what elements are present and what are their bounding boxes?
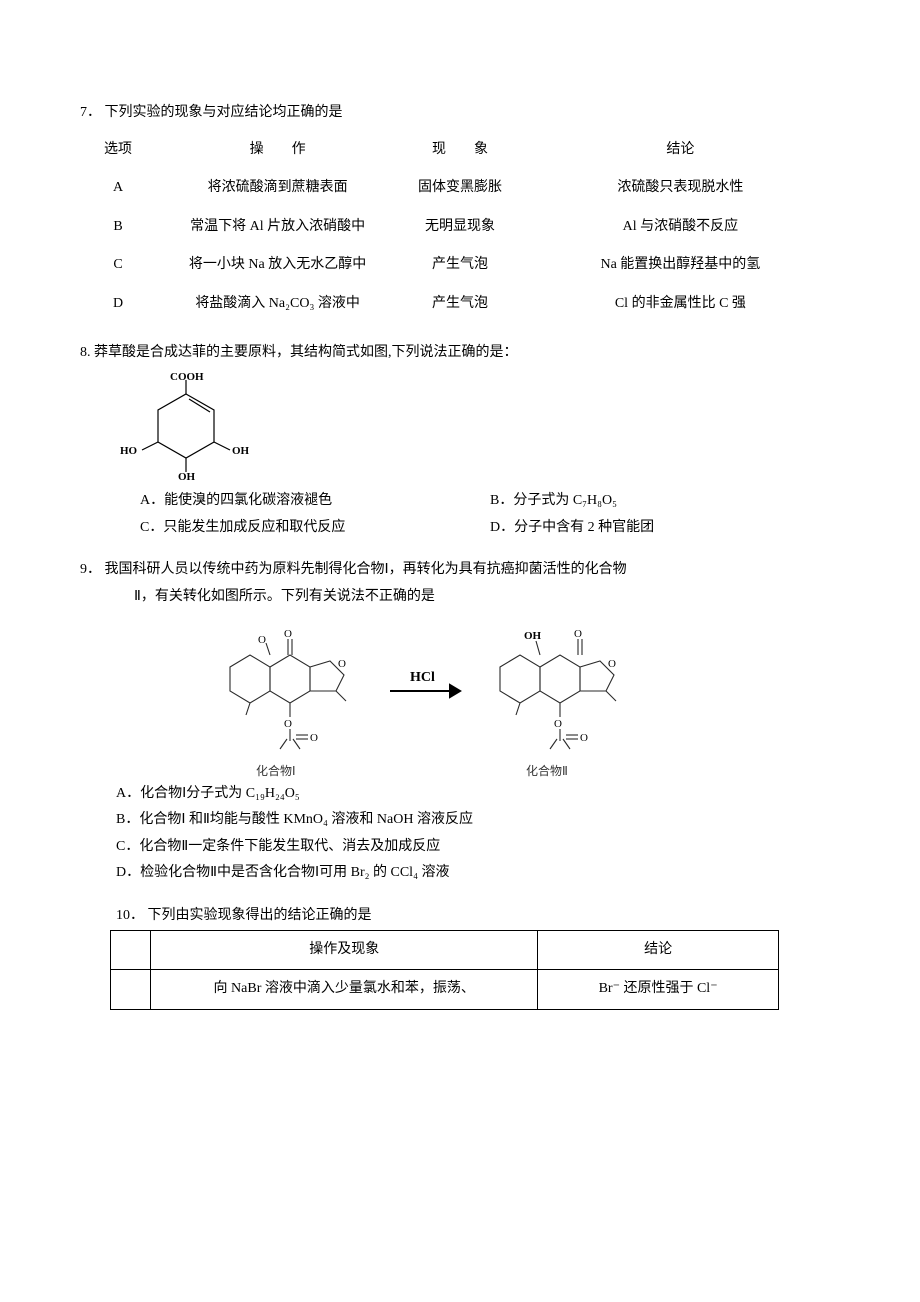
q7-r2-concl: Na 能置换出醇羟基中的氢: [521, 246, 840, 285]
svg-text:O: O: [284, 718, 292, 730]
q9-options: A．化合物Ⅰ分子式为 C₁₉H₂₄O₅ B．化合物Ⅰ 和Ⅱ均能与酸性 KMnO₄…: [116, 781, 840, 887]
q7-r0-op: 将浓硫酸滴到蔗糖表面: [156, 169, 399, 208]
q10-h0: [111, 930, 151, 970]
q8-opt-a: A．能使溴的四氯化碳溶液褪色: [140, 488, 490, 515]
q10-table: 操作及现象 结论 向 NaBr 溶液中滴入少量氯水和苯，振荡、 Br⁻ 还原性强…: [110, 930, 779, 1010]
svg-text:O: O: [338, 658, 346, 670]
question-8: 8. 莽草酸是合成达菲的主要原料，其结构简式如图,下列说法正确的是： COOH …: [80, 340, 840, 542]
q7-r1-concl: Al 与浓硝酸不反应: [521, 208, 840, 247]
q7-number: 7．: [80, 105, 101, 120]
q9-opt-d: D．检验化合物Ⅱ中是否含化合物Ⅰ可用 Br₂ 的 CCl₄ 溶液: [116, 860, 840, 887]
q7-r3-concl: Cl 的非金属性比 C 强: [521, 285, 840, 324]
q9-opt-c: C．化合物Ⅱ一定条件下能发生取代、消去及加成反应: [116, 834, 840, 861]
q10-h2: 结论: [538, 930, 778, 970]
shikimic-acid-structure-icon: COOH HO OH OH: [116, 372, 256, 482]
q8-number: 8.: [80, 345, 91, 360]
q7-r2-opt: C: [80, 246, 156, 285]
q7-r0-concl: 浓硫酸只表现脱水性: [521, 169, 840, 208]
q9-opt-a: A．化合物Ⅰ分子式为 C₁₉H₂₄O₅: [116, 781, 840, 808]
label-cooh: COOH: [170, 372, 204, 383]
q7-h3: 结论: [521, 131, 840, 170]
q8-opt-b: B．分子式为 C₇H₈O₅: [490, 488, 840, 515]
svg-text:O: O: [554, 718, 562, 730]
q9-opt-b: B．化合物Ⅰ 和Ⅱ均能与酸性 KMnO₄ 溶液和 NaOH 溶液反应: [116, 807, 840, 834]
q7-r0-opt: A: [80, 169, 156, 208]
svg-text:O: O: [258, 634, 266, 646]
question-10: 10． 下列由实验现象得出的结论正确的是 操作及现象 结论 向 NaBr 溶液中…: [80, 903, 840, 1010]
q7-r1-opt: B: [80, 208, 156, 247]
svg-text:O: O: [284, 628, 292, 640]
q10-header-row: 操作及现象 结论: [111, 930, 779, 970]
q7-r3-opt: D: [80, 285, 156, 324]
table-row: B 常温下将 Al 片放入浓硝酸中 无明显现象 Al 与浓硝酸不反应: [80, 208, 840, 247]
q7-r2-phen: 产生气泡: [399, 246, 521, 285]
q9-stem1: 我国科研人员以传统中药为原料先制得化合物Ⅰ，再转化为具有抗癌抑菌活性的化合物: [105, 562, 627, 577]
table-row: D 将盐酸滴入 Na₂CO₃ 溶液中 产生气泡 Cl 的非金属性比 C 强: [80, 285, 840, 324]
q7-table-header: 选项 操 作 现 象 结论: [80, 131, 840, 170]
compound2-caption: 化合物Ⅱ: [526, 763, 568, 778]
table-row: 向 NaBr 溶液中滴入少量氯水和苯，振荡、 Br⁻ 还原性强于 Cl⁻: [111, 970, 779, 1010]
table-row: C 将一小块 Na 放入无水乙醇中 产生气泡 Na 能置换出醇羟基中的氢: [80, 246, 840, 285]
q10-stem: 下列由实验现象得出的结论正确的是: [148, 908, 372, 923]
q7-table: 选项 操 作 现 象 结论 A 将浓硫酸滴到蔗糖表面 固体变黑膨胀 浓硫酸只表现…: [80, 131, 840, 324]
oh-label: OH: [524, 630, 542, 642]
label-oh-b: OH: [178, 471, 196, 482]
question-7: 7． 下列实验的现象与对应结论均正确的是 选项 操 作 现 象 结论 A 将浓硫…: [80, 100, 840, 324]
svg-text:O: O: [310, 732, 318, 744]
q7-stem: 下列实验的现象与对应结论均正确的是: [105, 105, 343, 120]
label-oh-r: OH: [232, 445, 250, 457]
q8-opt-d: D．分子中含有 2 种官能团: [490, 515, 840, 542]
q8-options: A．能使溴的四氯化碳溶液褪色 B．分子式为 C₇H₈O₅ C．只能发生加成反应和…: [140, 488, 840, 541]
q7-h1: 操 作: [156, 131, 399, 170]
q7-h0: 选项: [80, 131, 156, 170]
q7-h2: 现 象: [399, 131, 521, 170]
arrow-label: HCl: [410, 670, 435, 685]
q10-number: 10．: [116, 908, 144, 923]
q7-r0-phen: 固体变黑膨胀: [399, 169, 521, 208]
svg-text:O: O: [580, 732, 588, 744]
q8-structure: COOH HO OH OH: [116, 372, 840, 482]
question-9: 9． 我国科研人员以传统中药为原料先制得化合物Ⅰ，再转化为具有抗癌抑菌活性的化合…: [80, 557, 840, 887]
q8-stem: 莽草酸是合成达菲的主要原料，其结构简式如图,下列说法正确的是：: [94, 345, 518, 360]
q7-r1-op: 常温下将 Al 片放入浓硝酸中: [156, 208, 399, 247]
q7-r2-op: 将一小块 Na 放入无水乙醇中: [156, 246, 399, 285]
q10-r0-idx: [111, 970, 151, 1010]
q10-h1: 操作及现象: [151, 930, 538, 970]
compound1-caption: 化合物Ⅰ: [256, 763, 296, 778]
q9-stem2: Ⅱ，有关转化如图所示。下列有关说法不正确的是: [134, 584, 840, 611]
q7-r3-op: 将盐酸滴入 Na₂CO₃ 溶液中: [156, 285, 399, 324]
q9-number: 9．: [80, 562, 101, 577]
table-row: A 将浓硫酸滴到蔗糖表面 固体变黑膨胀 浓硫酸只表现脱水性: [80, 169, 840, 208]
q7-r3-phen: 产生气泡: [399, 285, 521, 324]
reaction-scheme-icon: O O O O O 化合物Ⅰ HCl: [200, 611, 660, 781]
svg-text:O: O: [608, 658, 616, 670]
q10-r0-op: 向 NaBr 溶液中滴入少量氯水和苯，振荡、: [151, 970, 538, 1010]
label-ho: HO: [120, 445, 138, 457]
q10-r0-concl: Br⁻ 还原性强于 Cl⁻: [538, 970, 778, 1010]
q7-r1-phen: 无明显现象: [399, 208, 521, 247]
svg-text:O: O: [574, 628, 582, 640]
q8-opt-c: C．只能发生加成反应和取代反应: [140, 515, 490, 542]
